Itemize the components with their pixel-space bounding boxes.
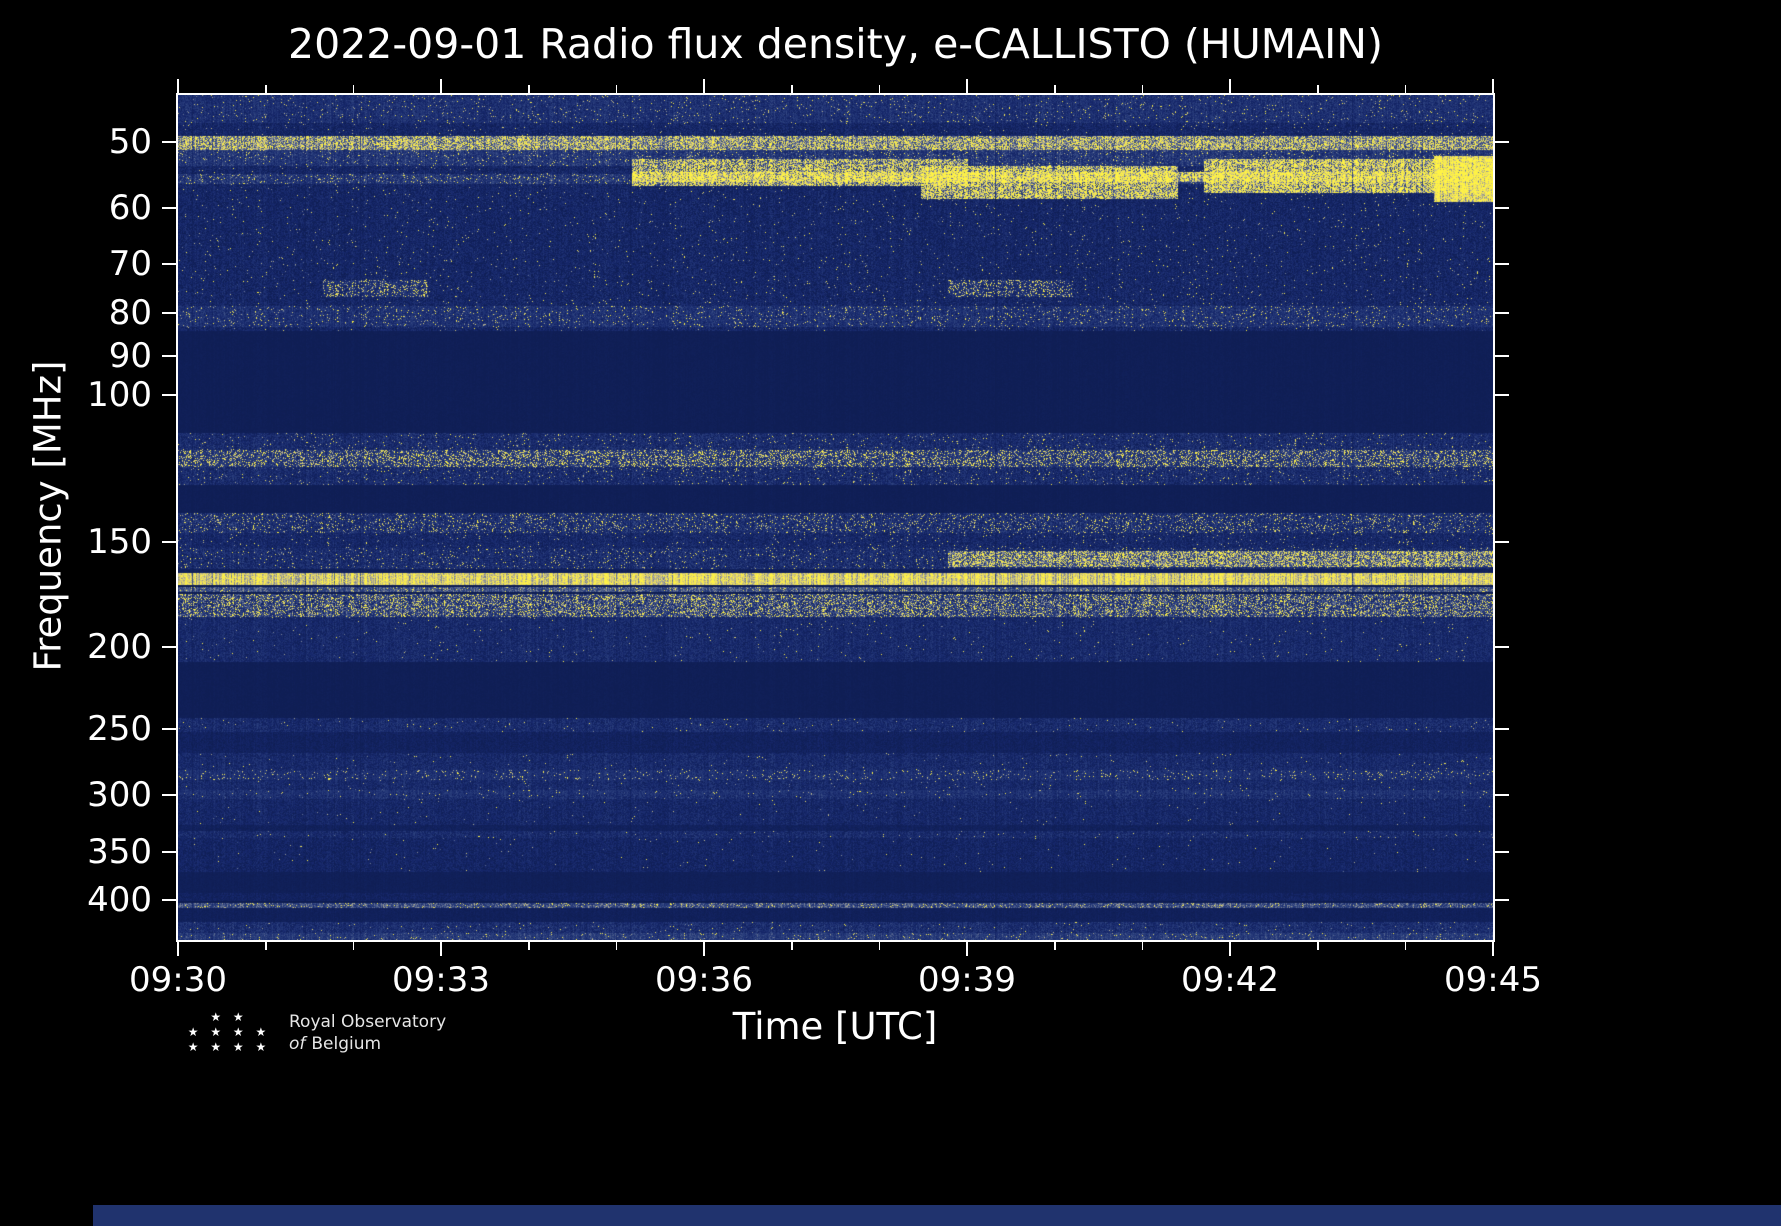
observatory-logo: ★ ★ ★ ★ ★ ★ ★ ★ ★ ★ Royal Observatory of… — [183, 1010, 446, 1055]
plot-area: 50 60 70 80 90 100 150 200 250 300 350 400 09:30 09:3… — [87, 79, 1542, 1000]
y-tick-left — [162, 727, 176, 730]
x-tick-bottom — [1492, 942, 1494, 956]
x-tick-bottom — [177, 942, 179, 956]
bottom-strip — [93, 1205, 1781, 1226]
y-tick-label: 350 — [87, 831, 152, 872]
x-minor-tick-bottom — [791, 942, 793, 950]
x-minor-tick-bottom — [615, 942, 618, 950]
chart-title: 2022-09-01 Radio flux density, e-CALLIST… — [288, 20, 1383, 68]
y-tick-left — [162, 312, 176, 315]
x-minor-tick-top — [1404, 85, 1407, 93]
y-axis-label: Frequency [MHz] — [26, 360, 70, 672]
x-minor-tick-bottom — [1054, 942, 1056, 950]
x-minor-tick-bottom — [528, 942, 530, 950]
star-row: ★ ★ ★ ★ — [187, 1040, 271, 1054]
x-tick-label: 09:45 — [1444, 960, 1542, 1000]
star-row: ★ ★ — [210, 1010, 248, 1024]
y-tick-left — [162, 850, 176, 853]
x-tick-label: 09:39 — [918, 960, 1016, 1000]
x-minor-tick-bottom — [352, 942, 355, 950]
star-row: ★ ★ ★ ★ — [187, 1025, 271, 1039]
x-tick-top — [177, 79, 179, 93]
y-tick-right — [1495, 207, 1509, 210]
observatory-name: Royal Observatory of Belgium — [289, 1011, 446, 1055]
x-axis-label: Time [UTC] — [732, 1005, 938, 1048]
y-tick-left — [162, 393, 176, 396]
y-tick-label: 60 — [108, 188, 152, 229]
y-tick-left — [162, 541, 176, 544]
x-minor-tick-bottom — [265, 942, 267, 950]
y-tick-label: 100 — [87, 374, 152, 415]
observatory-name-of: of — [289, 1033, 306, 1054]
y-tick-label: 150 — [87, 522, 152, 563]
y-tick-right — [1495, 140, 1509, 143]
y-tick-right — [1495, 393, 1509, 396]
x-tick-label: 09:33 — [392, 960, 490, 1000]
y-tick-right — [1495, 263, 1509, 266]
y-tick-left — [162, 263, 176, 266]
y-tick-left — [162, 646, 176, 649]
y-tick-right — [1495, 794, 1509, 797]
y-tick-right — [1495, 355, 1509, 358]
x-tick-top — [966, 79, 968, 93]
y-tick-left — [162, 899, 176, 902]
spectrogram-canvas — [178, 95, 1493, 940]
x-minor-tick-bottom — [878, 942, 881, 950]
x-minor-tick-top — [1141, 85, 1144, 93]
x-tick-top — [703, 79, 705, 93]
y-tick-label: 400 — [87, 880, 152, 921]
observatory-name-belgium: Belgium — [311, 1033, 382, 1054]
y-tick-left — [162, 355, 176, 358]
y-tick-right — [1495, 850, 1509, 853]
y-tick-label: 200 — [87, 627, 152, 668]
y-tick-right — [1495, 541, 1509, 544]
x-tick-bottom — [966, 942, 968, 956]
x-minor-tick-top — [1054, 85, 1056, 93]
x-minor-tick-top — [1317, 85, 1319, 93]
x-minor-tick-bottom — [1317, 942, 1319, 950]
y-tick-right — [1495, 646, 1509, 649]
x-minor-tick-top — [791, 85, 793, 93]
x-minor-tick-top — [615, 85, 618, 93]
y-tick-label: 90 — [108, 336, 152, 377]
y-tick-label: 70 — [108, 244, 152, 285]
x-tick-top — [440, 79, 442, 93]
x-tick-bottom — [1229, 942, 1231, 956]
y-tick-right — [1495, 312, 1509, 315]
y-tick-label: 80 — [108, 293, 152, 334]
y-tick-label: 50 — [108, 121, 152, 162]
x-minor-tick-top — [878, 85, 881, 93]
x-minor-tick-top — [352, 85, 355, 93]
x-tick-top — [1492, 79, 1494, 93]
x-tick-label: 09:36 — [655, 960, 753, 1000]
observatory-name-line1: Royal Observatory — [289, 1011, 447, 1032]
y-tick-right — [1495, 727, 1509, 730]
y-tick-right — [1495, 899, 1509, 902]
y-tick-left — [162, 207, 176, 210]
x-minor-tick-top — [265, 85, 267, 93]
x-tick-top — [1229, 79, 1231, 93]
y-tick-left — [162, 140, 176, 143]
observatory-name-line2: of Belgium — [289, 1033, 446, 1055]
x-tick-bottom — [440, 942, 442, 956]
y-tick-label: 300 — [87, 775, 152, 816]
x-minor-tick-top — [528, 85, 530, 93]
star-cluster-icon: ★ ★ ★ ★ ★ ★ ★ ★ ★ ★ — [183, 1010, 275, 1055]
y-tick-left — [162, 794, 176, 797]
x-tick-bottom — [703, 942, 705, 956]
x-minor-tick-bottom — [1141, 942, 1144, 950]
x-tick-label: 09:30 — [129, 960, 227, 1000]
x-tick-label: 09:42 — [1181, 960, 1279, 1000]
x-minor-tick-bottom — [1404, 942, 1407, 950]
y-tick-label: 250 — [87, 708, 152, 749]
